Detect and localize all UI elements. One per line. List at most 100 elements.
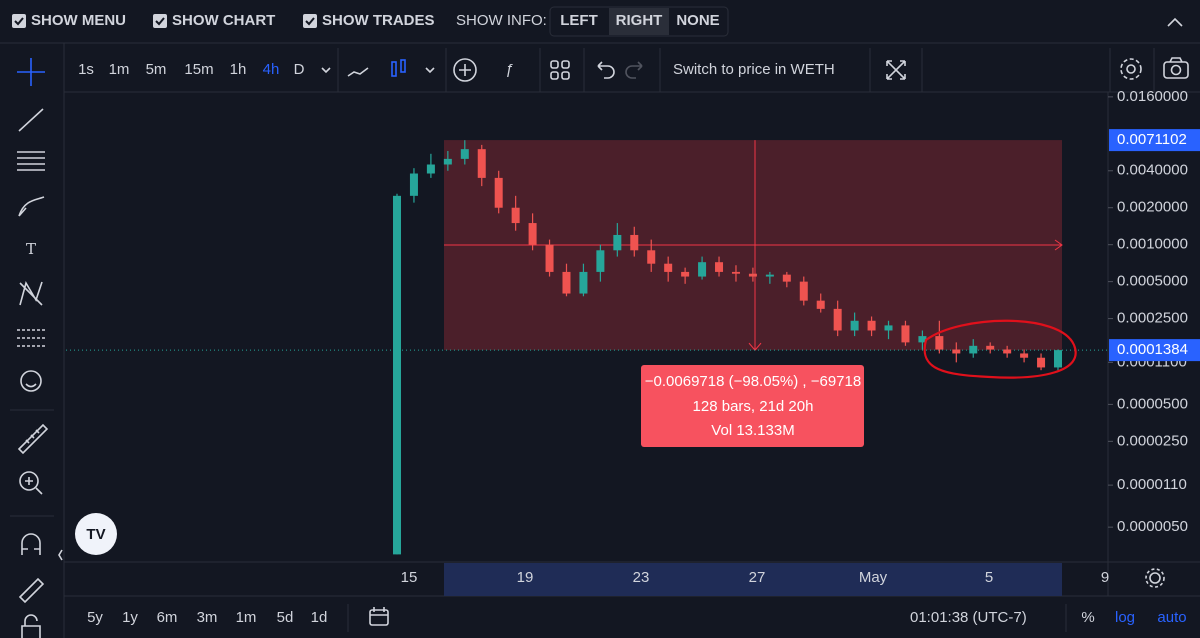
checkbox[interactable] bbox=[303, 14, 317, 28]
undo-icon[interactable] bbox=[597, 61, 615, 79]
price-label: 0.0001384 bbox=[1117, 341, 1188, 358]
scale-option[interactable]: % bbox=[1081, 609, 1094, 626]
interval[interactable]: 15m bbox=[184, 61, 213, 78]
y-tick-label: 0.0040000 bbox=[1117, 162, 1188, 179]
y-tick-label: 0.0000500 bbox=[1117, 395, 1188, 412]
candle-body bbox=[664, 263, 673, 272]
time-settings[interactable] bbox=[1145, 568, 1165, 588]
chevron-icon[interactable] bbox=[321, 67, 331, 74]
layout-icon[interactable] bbox=[550, 60, 570, 80]
y-tick-label: 0.0020000 bbox=[1117, 199, 1188, 216]
date-range-icon[interactable] bbox=[369, 607, 389, 626]
candle-body bbox=[1054, 350, 1062, 368]
switch-price[interactable]: Switch to price in WETH bbox=[673, 61, 835, 78]
candle-body bbox=[647, 250, 656, 264]
candle-body bbox=[477, 149, 486, 178]
candle-body bbox=[681, 271, 690, 277]
range-button[interactable]: 6m bbox=[157, 609, 178, 626]
candle-body bbox=[799, 281, 808, 301]
checkbox[interactable] bbox=[153, 14, 167, 28]
info-option[interactable]: NONE bbox=[676, 12, 719, 29]
candle-body bbox=[901, 325, 910, 343]
candle-body bbox=[460, 149, 469, 159]
toggle-label[interactable]: SHOW CHART bbox=[172, 12, 275, 29]
candle-body bbox=[426, 164, 435, 174]
candle-body bbox=[1020, 353, 1029, 358]
interval[interactable]: 5m bbox=[146, 61, 167, 78]
fullscreen-icon[interactable] bbox=[886, 60, 906, 80]
text-tool[interactable]: T bbox=[26, 240, 36, 258]
zoom-tool[interactable] bbox=[19, 471, 43, 495]
checkbox[interactable] bbox=[12, 14, 26, 28]
magnet-tool[interactable] bbox=[21, 533, 41, 555]
y-tick-label: 0.0160000 bbox=[1117, 88, 1188, 105]
candle-icon[interactable] bbox=[391, 59, 406, 77]
candle-body bbox=[511, 207, 520, 224]
chevron-icon[interactable] bbox=[425, 67, 435, 74]
price-label-bg bbox=[1109, 129, 1200, 152]
scale-option[interactable]: auto bbox=[1157, 609, 1186, 626]
range-button[interactable]: 5d bbox=[277, 609, 294, 626]
screenshot-icon[interactable] bbox=[1163, 57, 1189, 79]
y-tick-label: 0.0010000 bbox=[1117, 236, 1188, 253]
interval[interactable]: D bbox=[294, 61, 305, 78]
highlight-circle bbox=[923, 319, 1077, 379]
candle-body bbox=[986, 345, 995, 350]
settings-icon[interactable] bbox=[1120, 58, 1142, 80]
trend-line-tool[interactable] bbox=[18, 108, 44, 132]
interval[interactable]: 1m bbox=[109, 61, 130, 78]
add-indicator-icon[interactable] bbox=[453, 58, 477, 82]
collapse-icon[interactable] bbox=[1167, 17, 1183, 27]
candle-body bbox=[393, 195, 401, 555]
price-label-bg bbox=[1109, 339, 1200, 362]
line-style-icon[interactable] bbox=[347, 67, 369, 77]
x-tick-label: May bbox=[859, 569, 888, 586]
candle-body bbox=[952, 349, 961, 354]
scale-option[interactable]: log bbox=[1115, 609, 1135, 626]
candle-body bbox=[715, 262, 724, 272]
lock-draw-tool[interactable] bbox=[18, 577, 45, 604]
crosshair-tool[interactable] bbox=[17, 58, 45, 86]
measure-text: Vol 13.133M bbox=[711, 422, 794, 439]
range-button[interactable]: 1y bbox=[122, 609, 138, 626]
info-option[interactable]: LEFT bbox=[560, 12, 598, 29]
lock-tool[interactable] bbox=[21, 614, 41, 638]
y-tick-label: 0.0000250 bbox=[1117, 432, 1188, 449]
info-group bbox=[549, 6, 729, 37]
brush-tool[interactable] bbox=[18, 196, 45, 217]
info-option[interactable]: RIGHT bbox=[616, 12, 663, 29]
range-button[interactable]: 3m bbox=[197, 609, 218, 626]
fx-icon[interactable]: ƒ bbox=[505, 61, 513, 78]
candle-body bbox=[935, 336, 944, 350]
candle-body bbox=[884, 325, 893, 331]
chart: −0.0069718 (−98.05%) , −69718 128 bars, 2… bbox=[66, 140, 1108, 555]
collapse-panel[interactable] bbox=[58, 549, 63, 561]
toggle-label[interactable]: SHOW MENU bbox=[31, 12, 126, 29]
interval[interactable]: 4h bbox=[263, 61, 280, 78]
toggle-label[interactable]: SHOW TRADES bbox=[322, 12, 435, 29]
emoji-tool[interactable] bbox=[20, 370, 42, 392]
candle-body bbox=[748, 273, 757, 277]
interval[interactable]: 1s bbox=[78, 61, 94, 78]
candle-body bbox=[867, 320, 876, 331]
info-label: SHOW INFO: bbox=[456, 12, 547, 29]
x-tick-label: 23 bbox=[633, 569, 650, 586]
range-button[interactable]: 5y bbox=[87, 609, 103, 626]
ruler-tool[interactable] bbox=[17, 423, 49, 455]
candle-body bbox=[816, 300, 825, 309]
candle-body bbox=[833, 308, 842, 331]
measure-tooltip bbox=[641, 365, 864, 447]
candle-body bbox=[596, 250, 605, 272]
x-tick-label: 27 bbox=[749, 569, 766, 586]
range-button[interactable]: 1d bbox=[311, 609, 328, 626]
range-highlight bbox=[444, 563, 1062, 596]
range-button[interactable]: 1m bbox=[236, 609, 257, 626]
candle-body bbox=[528, 223, 537, 245]
redo-icon[interactable] bbox=[625, 61, 643, 79]
candle-body bbox=[613, 234, 622, 251]
candle-body bbox=[1037, 357, 1046, 368]
fib-tool[interactable] bbox=[17, 151, 45, 171]
interval[interactable]: 1h bbox=[230, 61, 247, 78]
pattern-tool[interactable] bbox=[19, 280, 43, 306]
